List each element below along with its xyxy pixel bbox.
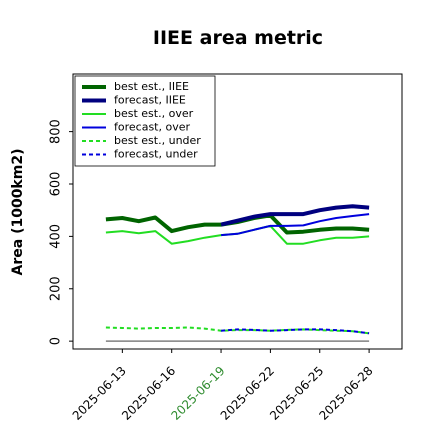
plot-frame [72, 73, 403, 350]
legend-label-1: forecast, IIEE [114, 94, 186, 107]
y-tick-label: 200 [49, 276, 64, 301]
series-line-1 [220, 204, 370, 227]
y-tick-label: 400 [49, 224, 64, 249]
legend-label-0: best est., IIEE [114, 80, 189, 93]
y-tick-label: 600 [49, 172, 64, 197]
series-line-4 [105, 326, 370, 335]
series-layer [105, 204, 370, 335]
series-line-3 [221, 213, 370, 237]
y-ticks: 0 200 400 600 800 [49, 119, 73, 345]
series-line-5 [221, 328, 370, 335]
legend-label-2: best est., over [114, 107, 194, 120]
x-tick-label: 2025-06-28 [316, 364, 375, 423]
x-ticks: 2025-06-132025-06-162025-06-192025-06-22… [70, 349, 376, 423]
y-axis-label: Area (1000km2) [10, 149, 26, 276]
legend-label-4: best est., under [114, 134, 201, 147]
legend-box [74, 75, 216, 167]
y-tick-label: 800 [49, 119, 64, 144]
chart-title: IIEE area metric [153, 27, 323, 49]
series-line-0 [105, 213, 370, 235]
y-tick-label: 0 [49, 337, 64, 345]
legend-label-5: forecast, under [114, 148, 198, 161]
legend-label-3: forecast, over [114, 121, 190, 134]
